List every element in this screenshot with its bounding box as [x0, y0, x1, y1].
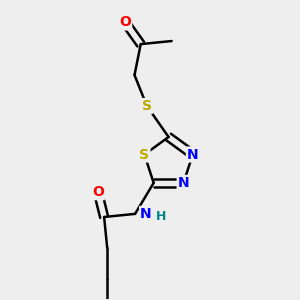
- Text: H: H: [156, 210, 167, 223]
- Text: O: O: [119, 15, 131, 29]
- Text: N: N: [140, 207, 152, 221]
- Text: N: N: [187, 148, 199, 161]
- Text: O: O: [92, 185, 104, 199]
- Text: S: S: [142, 99, 152, 113]
- Text: N: N: [178, 176, 189, 190]
- Text: S: S: [140, 148, 149, 161]
